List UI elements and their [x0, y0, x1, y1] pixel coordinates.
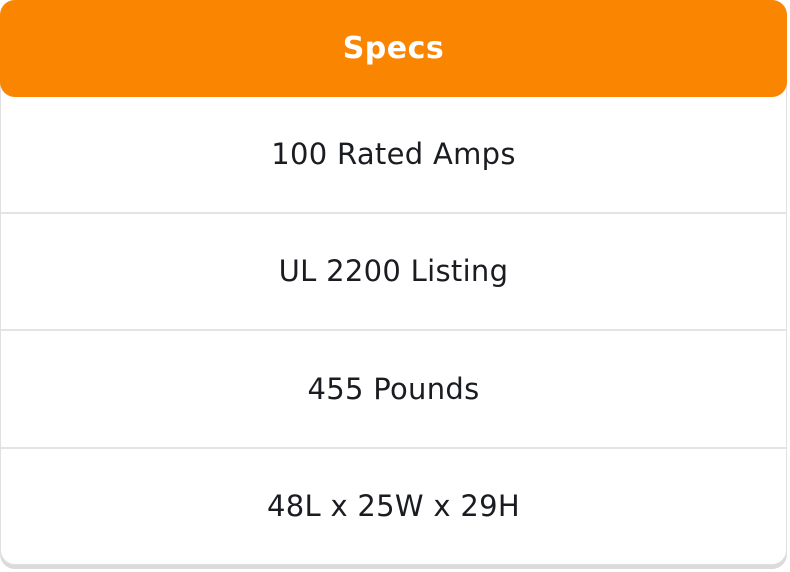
- spec-row: UL 2200 Listing: [1, 211, 786, 330]
- specs-table-header: Specs: [0, 0, 787, 97]
- spec-row: 100 Rated Amps: [1, 96, 786, 212]
- spec-row-label: 455 Pounds: [307, 371, 480, 406]
- spec-row-label: 100 Rated Amps: [271, 136, 516, 171]
- spec-row: 48L x 25W x 29H: [1, 446, 786, 565]
- spec-row: 455 Pounds: [1, 329, 786, 447]
- spec-row-label: UL 2200 Listing: [278, 254, 509, 289]
- specs-table-header-label: Specs: [342, 31, 445, 66]
- spec-row-label: 48L x 25W x 29H: [266, 489, 521, 524]
- specs-table-rows: 100 Rated Amps UL 2200 Listing 455 Pound…: [1, 96, 786, 564]
